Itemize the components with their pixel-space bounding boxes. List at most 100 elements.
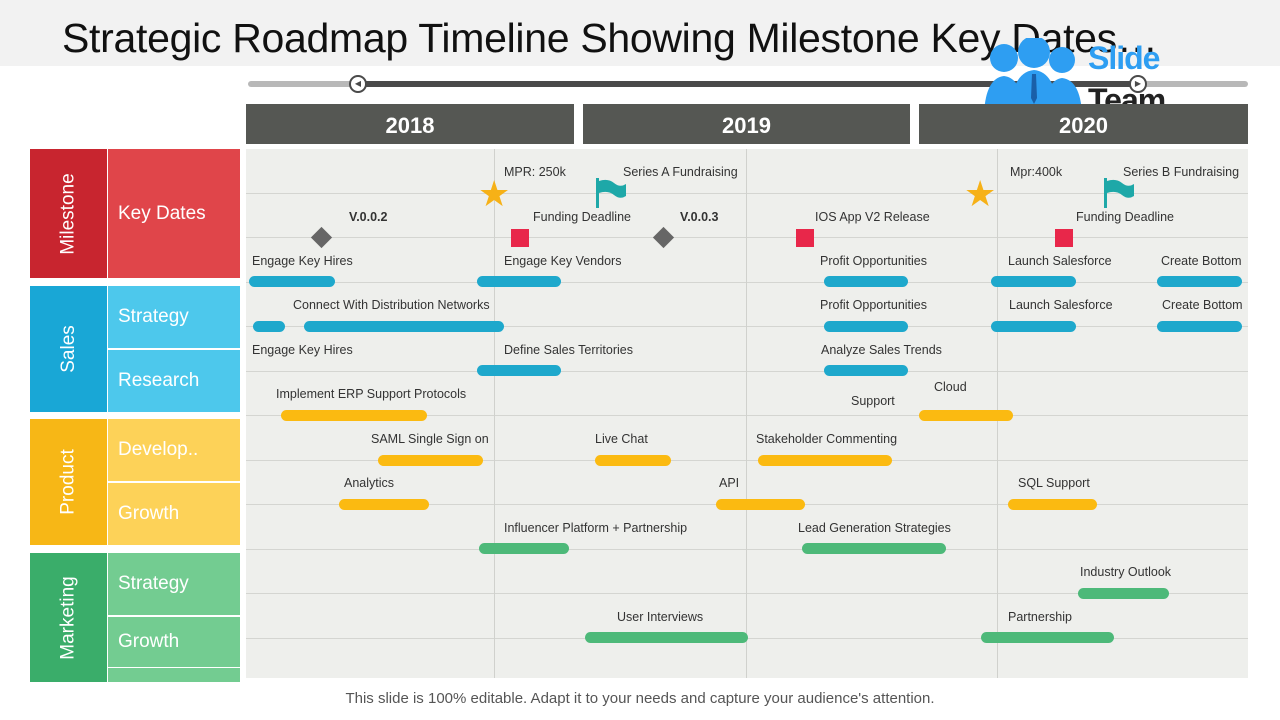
slider-right-handle[interactable]: ▶ [1129, 75, 1147, 93]
subcategory-sales-research: Research [108, 350, 240, 412]
subcategory-product-growth: Growth [108, 483, 240, 545]
task-label: API [719, 476, 740, 490]
milestone-label-funding-deadline-1: Funding Deadline [533, 210, 631, 224]
grid-divider [746, 149, 747, 678]
grid-line [246, 371, 1248, 372]
task-label: Profit Opportunities [820, 254, 927, 268]
flag-icon [596, 178, 626, 208]
grid-line [246, 193, 1248, 194]
task-label: Create Bottom [1161, 254, 1242, 268]
category-sales: Sales [30, 286, 107, 412]
task-bar[interactable] [585, 632, 748, 643]
square-marker [511, 229, 529, 247]
task-bar[interactable] [919, 410, 1013, 421]
task-bar[interactable] [595, 455, 671, 466]
slide-title: Strategic Roadmap Timeline Showing Miles… [62, 15, 1158, 61]
task-bar[interactable] [281, 410, 427, 421]
task-label: Lead Generation Strategies [798, 521, 951, 535]
milestone-label-series-a: Series A Fundraising [623, 165, 738, 179]
subcategory-marketing-extra [108, 668, 240, 682]
flag-icon [1104, 178, 1134, 208]
milestone-label-v002: V.0.0.2 [349, 210, 388, 224]
category-product-label: Product [57, 449, 79, 515]
task-bar[interactable] [1078, 588, 1169, 599]
task-label: Engage Key Hires [252, 254, 353, 268]
task-bar[interactable] [378, 455, 483, 466]
grid-divider [494, 149, 495, 678]
task-label: Analytics [344, 476, 395, 490]
timeline-slider-range [358, 81, 1138, 87]
task-bar[interactable] [824, 276, 908, 287]
subcategory-product-develop: Develop.. [108, 419, 240, 481]
milestone-label-ios-release: IOS App V2 Release [815, 210, 930, 224]
subcategory-sales-strategy: Strategy [108, 286, 240, 348]
task-bar[interactable] [824, 321, 908, 332]
grid-line [246, 237, 1248, 238]
task-label: SQL Support [1018, 476, 1090, 490]
category-milestone-label: Milestone [57, 172, 79, 255]
category-sales-label: Sales [57, 325, 79, 373]
slider-left-handle[interactable]: ◀ [349, 75, 367, 93]
milestone-label-funding-deadline-2: Funding Deadline [1076, 210, 1174, 224]
task-bar[interactable] [716, 499, 805, 510]
people-icon [984, 36, 1082, 113]
milestone-label-mpr-400k: Mpr:400k [1010, 165, 1063, 179]
task-label: Stakeholder Commenting [756, 432, 898, 446]
task-label: User Interviews [617, 610, 704, 624]
task-bar[interactable] [249, 276, 335, 287]
footer-note: This slide is 100% editable. Adapt it to… [345, 690, 935, 707]
year-header-2018: 2018 [246, 104, 574, 144]
task-bar[interactable] [824, 365, 908, 376]
star-icon: ★ [964, 173, 997, 214]
year-header-2020: 2020 [919, 104, 1248, 144]
category-milestone: Milestone [30, 149, 107, 278]
task-bar[interactable] [1157, 321, 1242, 332]
task-bar[interactable] [304, 321, 504, 332]
square-marker [1055, 229, 1073, 247]
task-label: Profit Opportunities [820, 298, 927, 312]
task-bar[interactable] [758, 455, 892, 466]
square-marker [796, 229, 814, 247]
subcategory-marketing-growth: Growth [108, 617, 240, 667]
task-bar[interactable] [991, 321, 1076, 332]
task-label: Implement ERP Support Protocols [276, 387, 467, 401]
grid-line [246, 549, 1248, 550]
grid-line [246, 282, 1248, 283]
task-label: Engage Key Hires [252, 343, 353, 357]
task-label: Launch Salesforce [1009, 298, 1113, 312]
task-bar[interactable] [477, 276, 561, 287]
task-label: Analyze Sales Trends [821, 343, 942, 357]
category-marketing: Marketing [30, 553, 107, 682]
year-header-2019: 2019 [583, 104, 910, 144]
grid-line [246, 593, 1248, 594]
grid-line [246, 415, 1248, 416]
subcategory-marketing-strategy: Strategy [108, 553, 240, 615]
task-label: Industry Outlook [1080, 565, 1172, 579]
slideteam-logo: Slide Team [982, 36, 1182, 118]
task-label: Define Sales Territories [504, 343, 633, 357]
task-label: Cloud [934, 380, 967, 394]
grid-line [246, 460, 1248, 461]
task-bar[interactable] [981, 632, 1114, 643]
task-bar[interactable] [253, 321, 285, 332]
category-marketing-label: Marketing [57, 575, 79, 660]
task-label: Create Bottom [1162, 298, 1243, 312]
milestone-label-series-b: Series B Fundraising [1123, 165, 1240, 179]
logo-text-slide: Slide [1088, 40, 1160, 76]
task-label: Support [851, 394, 895, 408]
task-bar[interactable] [1008, 499, 1097, 510]
task-bar[interactable] [477, 365, 561, 376]
category-product: Product [30, 419, 107, 545]
task-label: Live Chat [595, 432, 648, 446]
task-label: Connect With Distribution Networks [293, 298, 490, 312]
milestone-label-v003: V.0.0.3 [680, 210, 719, 224]
task-bar[interactable] [991, 276, 1076, 287]
task-bar[interactable] [1157, 276, 1242, 287]
task-label: Influencer Platform + Partnership [504, 521, 688, 535]
subcategory-key-dates: Key Dates [108, 149, 240, 278]
task-bar[interactable] [339, 499, 429, 510]
task-label: SAML Single Sign on [371, 432, 489, 446]
task-bar[interactable] [802, 543, 946, 554]
grid-line [246, 326, 1248, 327]
task-bar[interactable] [479, 543, 569, 554]
